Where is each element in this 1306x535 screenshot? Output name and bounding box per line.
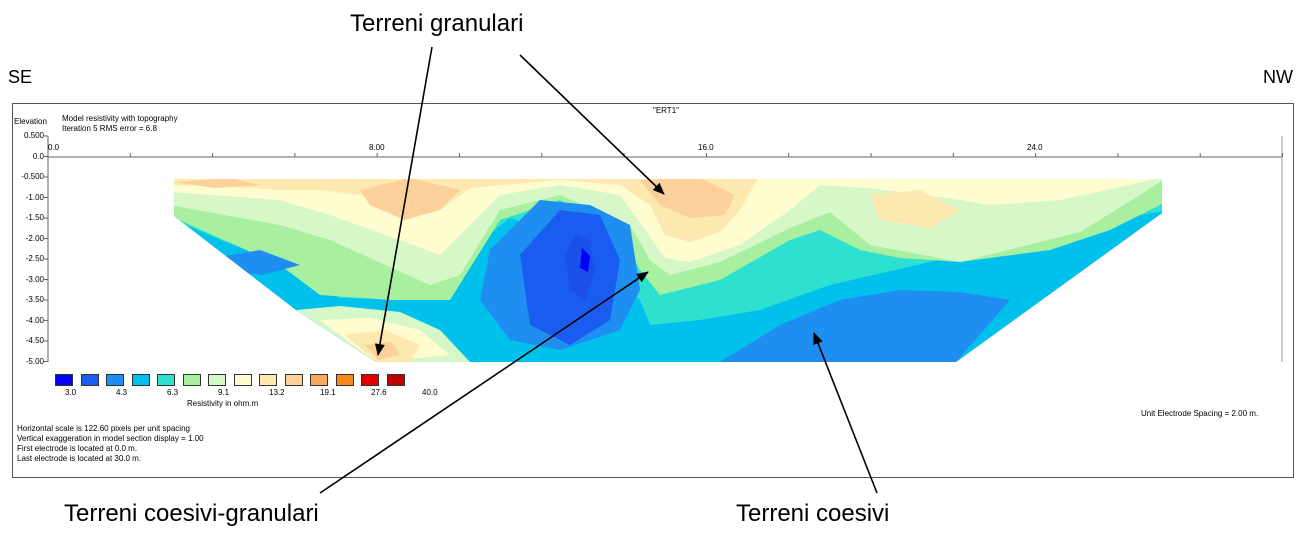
x-tick-label: 24.0 [1027, 143, 1043, 152]
legend-swatch [182, 374, 201, 386]
legend-swatch [259, 374, 277, 386]
label-terreni-coesivi: Terreni coesivi [736, 500, 890, 527]
arrow-granulari-right [519, 54, 665, 195]
y-tick-label: -3.50 [25, 295, 44, 304]
y-tick-label: -2.50 [25, 254, 44, 263]
electrode-spacing: Unit Electrode Spacing = 2.00 m. [1141, 409, 1259, 418]
label-terreni-coesivi-granulari: Terreni coesivi-granulari [64, 500, 319, 527]
y-tick-label: -2.00 [25, 233, 44, 243]
legend-swatch [55, 374, 73, 386]
info-line-1: Horizontal scale is 122.60 pixels per un… [17, 424, 190, 433]
y-tick-label: -4.00 [25, 315, 44, 325]
legend-value: 4.3 [116, 388, 128, 397]
section-subtitle-1: Model resistivity with topography [62, 114, 178, 123]
y-tick-label: -5.00 [25, 356, 44, 366]
legend-swatch [233, 374, 252, 386]
legend-value: 40.0 [422, 388, 438, 397]
x-tick-label: 16.0 [698, 143, 714, 152]
legend-value: 13.2 [269, 388, 285, 397]
info-line-2: Vertical exaggeration in model section d… [17, 434, 204, 443]
y-tick-label: 0.500 [23, 131, 44, 140]
legend-swatch [131, 374, 150, 386]
legend-value: 27.6 [371, 388, 387, 397]
legend-swatch [106, 374, 124, 386]
legend-value: 6.3 [167, 388, 179, 397]
section-title: "ERT1" [653, 106, 679, 115]
legend-value: 3.0 [65, 388, 77, 397]
legend-title: Resistivity in ohm.m [187, 399, 259, 408]
legend-value: 9.1 [218, 388, 230, 397]
elevation-label: Elevation [14, 117, 47, 126]
x-tick-label: 8.00 [369, 143, 385, 152]
arrow-coesivi-granulari [319, 271, 649, 494]
resistivity-contours [174, 179, 1162, 362]
legend-swatch [80, 374, 99, 386]
y-tick-label: -1.50 [25, 213, 44, 222]
legend-swatch [157, 374, 175, 386]
info-line-3: First electrode is located at 0.0 m. [17, 444, 138, 453]
info-line-4: Last electrode is located at 30.0 m. [17, 454, 142, 463]
section-subtitle-2: Iteration 5 RMS error = 6.8 [62, 124, 157, 133]
y-tick-label: 0.0 [32, 151, 44, 161]
arrow-granulari-left [374, 46, 433, 356]
y-tick-label: -4.50 [25, 336, 44, 345]
direction-nw: NW [1263, 67, 1293, 87]
x-tick-label: 0.0 [48, 143, 60, 152]
y-tick-label: -1.00 [25, 192, 44, 202]
y-tick-label: -3.00 [25, 274, 44, 284]
y-tick-label: -0.500 [21, 172, 44, 181]
legend-swatch [361, 374, 379, 386]
legend-swatch [284, 374, 303, 386]
legend-swatch [310, 374, 328, 386]
legend-value: 19.1 [320, 388, 336, 397]
legend-swatch [335, 374, 354, 386]
arrow-coesivi [813, 332, 878, 494]
direction-se: SE [8, 67, 33, 87]
legend-swatch [208, 374, 226, 386]
legend-swatch [386, 374, 405, 386]
label-terreni-granulari: Terreni granulari [350, 10, 524, 37]
